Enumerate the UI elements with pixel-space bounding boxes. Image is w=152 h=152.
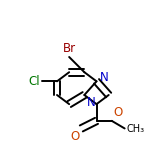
Text: Cl: Cl xyxy=(29,75,40,88)
Text: Br: Br xyxy=(63,42,76,55)
Text: O: O xyxy=(113,106,123,119)
Text: CH₃: CH₃ xyxy=(126,124,144,134)
Text: N: N xyxy=(100,71,108,84)
Text: O: O xyxy=(71,130,80,143)
Text: N: N xyxy=(87,96,95,109)
